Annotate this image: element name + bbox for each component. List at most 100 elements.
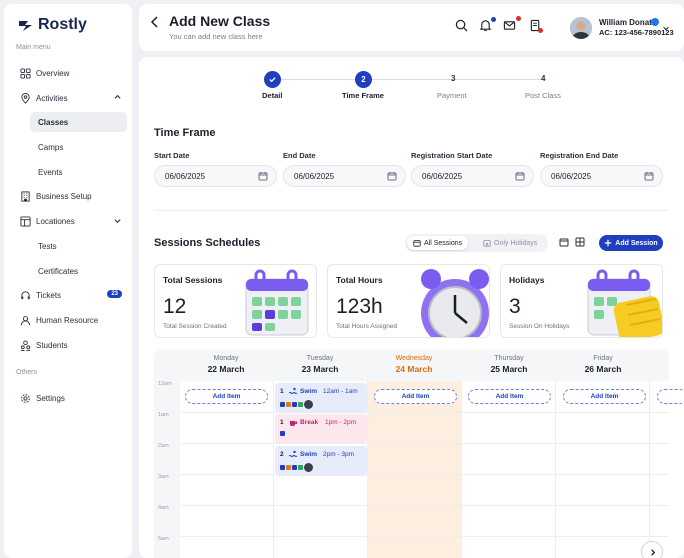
invoice-icon[interactable] xyxy=(529,19,543,33)
calendar-icon[interactable] xyxy=(258,171,268,181)
add-session-label: Add Session xyxy=(615,239,658,247)
brand-logo[interactable]: Rostly xyxy=(18,16,87,34)
sidebar-item-tests[interactable]: Tests xyxy=(30,236,127,256)
avatar[interactable] xyxy=(570,17,592,39)
card-caption: Total Session Created xyxy=(163,323,227,330)
start-date-input[interactable]: 06/06/2025 xyxy=(154,165,277,187)
add-item-button[interactable]: Add Item xyxy=(185,389,268,404)
registration-end-date-input[interactable]: 06/06/2025 xyxy=(540,165,663,187)
hour-line xyxy=(180,536,669,537)
hour-line xyxy=(180,474,669,475)
view-toggle xyxy=(557,235,588,251)
chevron-down-icon[interactable] xyxy=(662,24,670,32)
event-name: Break xyxy=(300,419,319,426)
day-header-monday: Monday 22 March xyxy=(179,355,273,374)
sidebar-item-label: Students xyxy=(36,340,68,350)
headset-icon xyxy=(19,289,31,301)
event-time: 2pm - 3pm xyxy=(323,451,355,458)
day-date: 23 March xyxy=(301,364,339,374)
sidebar-item-activities[interactable]: Activities xyxy=(14,88,128,108)
day-name: Tuesday xyxy=(306,355,334,362)
sidebar-item-overview[interactable]: Overview xyxy=(14,63,128,83)
total-hours-card: Total Hours 123h Total Hours Assigned xyxy=(327,264,490,338)
sidebar-item-events[interactable]: Events xyxy=(30,162,127,182)
bell-icon[interactable] xyxy=(479,19,493,33)
sidebar-item-label: Camps xyxy=(38,142,64,152)
chevron-right-icon xyxy=(650,548,655,556)
step-post-class[interactable]: 4 xyxy=(541,74,546,83)
time-label: 2am xyxy=(158,443,169,449)
check-icon xyxy=(269,77,276,83)
step-detail[interactable] xyxy=(264,71,281,88)
chevron-up-icon[interactable] xyxy=(113,93,122,102)
top-header: Add New Class You can add new class here… xyxy=(139,4,684,51)
all-sessions-tab[interactable]: All Sessions xyxy=(407,236,469,250)
step-time-frame[interactable]: 2 xyxy=(355,71,372,88)
add-item-button[interactable]: Add Item xyxy=(563,389,646,404)
sidebar-item-students[interactable]: Students xyxy=(14,335,128,355)
event-attendees xyxy=(280,431,285,436)
sidebar-item-settings[interactable]: Settings xyxy=(14,388,128,408)
scroll-next-button[interactable] xyxy=(641,541,663,558)
search-icon[interactable] xyxy=(455,19,469,33)
event-swim-2[interactable]: 2 Swim 2pm - 3pm xyxy=(275,446,367,476)
sidebar-item-classes[interactable]: Classes xyxy=(30,112,127,132)
time-label: 4am xyxy=(158,505,169,511)
chevron-down-icon[interactable] xyxy=(113,216,122,225)
building-icon xyxy=(19,190,31,202)
calendar-icon[interactable] xyxy=(387,171,397,181)
grid-view-icon[interactable] xyxy=(573,235,586,249)
step-label-time-frame: Time Frame xyxy=(342,91,384,100)
card-title: Total Hours xyxy=(336,275,383,285)
day-header-wednesday: Wednesday 24 March xyxy=(367,355,461,374)
step-payment[interactable]: 3 xyxy=(451,74,456,83)
event-swim-1[interactable]: 1 Swim 12am - 1am xyxy=(275,383,367,413)
sidebar-item-certificates[interactable]: Certificates xyxy=(30,261,127,281)
swim-icon xyxy=(289,450,297,457)
sidebar-item-locationes[interactable]: Locationes xyxy=(14,211,128,231)
sidebar-item-label: Classes xyxy=(38,117,69,127)
luggage-calendar-icon xyxy=(587,269,662,337)
card-caption: Session On Holidays xyxy=(509,323,570,330)
add-item-button[interactable]: Add Item xyxy=(468,389,551,404)
card-value: 3 xyxy=(509,295,521,318)
sidebar-item-label: Business Setup xyxy=(36,191,92,201)
sidebar-item-camps[interactable]: Camps xyxy=(30,137,127,157)
brand-name: Rostly xyxy=(38,16,87,33)
others-label: Others xyxy=(16,369,38,376)
calendar-view-icon[interactable] xyxy=(557,235,570,249)
step-label-detail: Detail xyxy=(262,91,283,100)
back-arrow-icon[interactable] xyxy=(149,15,161,29)
only-holidays-tab[interactable]: Only Holidays xyxy=(477,236,543,250)
end-date-input[interactable]: 06/06/2025 xyxy=(283,165,406,187)
sidebar-item-label: Activities xyxy=(36,93,68,103)
time-label: 1am xyxy=(158,412,169,418)
page-subtitle: You can add new class here xyxy=(169,32,263,41)
day-header-thursday: Thursday 25 March xyxy=(462,355,556,374)
calendar-icon[interactable] xyxy=(515,171,525,181)
add-item-button-partial[interactable] xyxy=(657,389,684,404)
step-label-post-class: Post Class xyxy=(525,91,561,100)
users-icon xyxy=(19,339,31,351)
sidebar-item-business-setup[interactable]: Business Setup xyxy=(14,186,128,206)
sessions-heading: Sessions Schedules xyxy=(154,237,261,249)
calendar-icon[interactable] xyxy=(644,171,654,181)
add-session-button[interactable]: Add Session xyxy=(599,235,663,251)
mail-dot xyxy=(516,16,521,21)
hour-line xyxy=(180,505,669,506)
mail-icon[interactable] xyxy=(503,19,517,33)
time-label: 12am xyxy=(158,381,172,387)
only-holidays-label: Only Holidays xyxy=(494,239,538,247)
calendar-illustration-icon xyxy=(245,269,309,336)
sidebar-item-tickets[interactable]: Tickets 23 xyxy=(14,285,128,305)
add-item-button[interactable]: Add Item xyxy=(374,389,457,404)
registration-start-date-value: 06/06/2025 xyxy=(422,171,463,181)
registration-start-date-input[interactable]: 06/06/2025 xyxy=(411,165,534,187)
stepper-line xyxy=(281,79,541,80)
card-title: Total Sessions xyxy=(163,275,223,285)
time-frame-heading: Time Frame xyxy=(154,127,216,139)
event-break[interactable]: 1 Break 1pm - 2pm xyxy=(275,414,367,444)
hour-line xyxy=(180,412,669,413)
sidebar-item-human-resource[interactable]: Human Resource xyxy=(14,310,128,330)
card-caption: Total Hours Assigned xyxy=(336,323,398,330)
